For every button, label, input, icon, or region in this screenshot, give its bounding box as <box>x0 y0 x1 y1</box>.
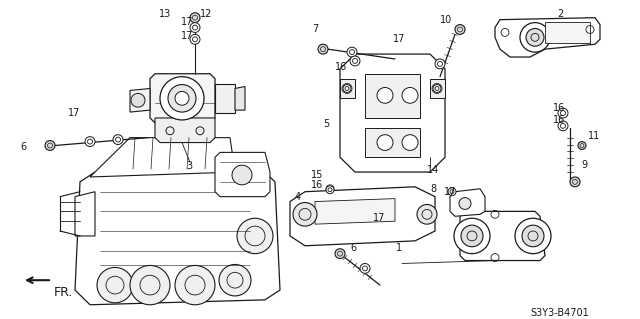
Text: 3: 3 <box>186 161 192 171</box>
Circle shape <box>377 87 393 103</box>
Circle shape <box>522 225 544 247</box>
Text: 7: 7 <box>312 25 318 34</box>
Circle shape <box>435 59 445 69</box>
Polygon shape <box>365 128 420 157</box>
Circle shape <box>130 265 170 305</box>
Text: 9: 9 <box>581 160 587 170</box>
Polygon shape <box>75 167 280 305</box>
Text: 2: 2 <box>557 9 563 19</box>
Circle shape <box>190 13 200 23</box>
Polygon shape <box>340 79 355 98</box>
Circle shape <box>360 263 370 273</box>
Circle shape <box>168 85 196 112</box>
Polygon shape <box>545 22 590 43</box>
Text: 10: 10 <box>440 15 452 25</box>
Text: 17: 17 <box>68 108 81 118</box>
Circle shape <box>175 92 189 105</box>
Circle shape <box>461 225 483 247</box>
Polygon shape <box>235 86 245 110</box>
Circle shape <box>402 87 418 103</box>
Text: 16: 16 <box>553 103 565 113</box>
Polygon shape <box>430 79 445 98</box>
Circle shape <box>448 188 456 196</box>
Circle shape <box>377 135 393 151</box>
Circle shape <box>455 25 465 34</box>
Text: 15: 15 <box>311 170 323 180</box>
Circle shape <box>85 137 95 146</box>
Text: 1: 1 <box>396 243 402 253</box>
Circle shape <box>45 141 55 151</box>
Circle shape <box>343 85 351 93</box>
Text: S3Y3-B4701: S3Y3-B4701 <box>530 308 589 318</box>
Circle shape <box>190 34 200 44</box>
Circle shape <box>526 28 544 46</box>
Circle shape <box>350 56 360 66</box>
Circle shape <box>175 265 215 305</box>
Circle shape <box>232 165 252 185</box>
Circle shape <box>433 85 441 93</box>
Circle shape <box>515 218 551 254</box>
Polygon shape <box>340 54 445 172</box>
Circle shape <box>520 23 550 52</box>
Text: FR.: FR. <box>54 286 74 299</box>
Polygon shape <box>130 88 150 112</box>
Circle shape <box>558 121 568 131</box>
Text: 5: 5 <box>323 119 329 129</box>
Circle shape <box>570 177 580 187</box>
Polygon shape <box>155 118 215 143</box>
Circle shape <box>293 203 317 226</box>
Text: 16: 16 <box>553 115 565 125</box>
Circle shape <box>459 197 471 209</box>
Circle shape <box>417 204 437 224</box>
Polygon shape <box>215 84 235 113</box>
Circle shape <box>318 44 328 54</box>
Text: 14: 14 <box>427 165 439 175</box>
Text: 13: 13 <box>159 9 172 19</box>
Polygon shape <box>90 137 235 177</box>
Text: 11: 11 <box>588 131 600 141</box>
Circle shape <box>347 47 357 57</box>
Circle shape <box>160 77 204 120</box>
Polygon shape <box>290 187 435 246</box>
Polygon shape <box>365 74 420 118</box>
Polygon shape <box>75 192 95 236</box>
Polygon shape <box>495 18 600 57</box>
Circle shape <box>190 23 200 33</box>
Text: 8: 8 <box>430 184 436 194</box>
Polygon shape <box>215 152 270 197</box>
Circle shape <box>131 93 145 107</box>
Circle shape <box>402 135 418 151</box>
Circle shape <box>558 108 568 118</box>
Polygon shape <box>450 189 485 216</box>
Text: 6: 6 <box>350 243 356 253</box>
Text: 16: 16 <box>311 180 323 190</box>
Text: 6: 6 <box>20 143 26 152</box>
Circle shape <box>97 267 133 303</box>
Circle shape <box>219 264 251 296</box>
Text: 12: 12 <box>200 9 212 19</box>
Text: 17: 17 <box>444 187 456 197</box>
Circle shape <box>237 218 273 254</box>
Circle shape <box>326 186 334 194</box>
Polygon shape <box>150 74 215 123</box>
Text: 4: 4 <box>295 192 301 202</box>
Polygon shape <box>460 211 545 261</box>
Text: 17: 17 <box>393 34 405 44</box>
Text: 17: 17 <box>181 17 193 26</box>
Circle shape <box>113 135 123 145</box>
Text: 16: 16 <box>335 62 348 72</box>
Circle shape <box>335 249 345 259</box>
Polygon shape <box>315 199 395 224</box>
Text: 17: 17 <box>181 31 193 41</box>
Circle shape <box>578 142 586 149</box>
Circle shape <box>454 218 490 254</box>
Text: 17: 17 <box>373 213 385 223</box>
